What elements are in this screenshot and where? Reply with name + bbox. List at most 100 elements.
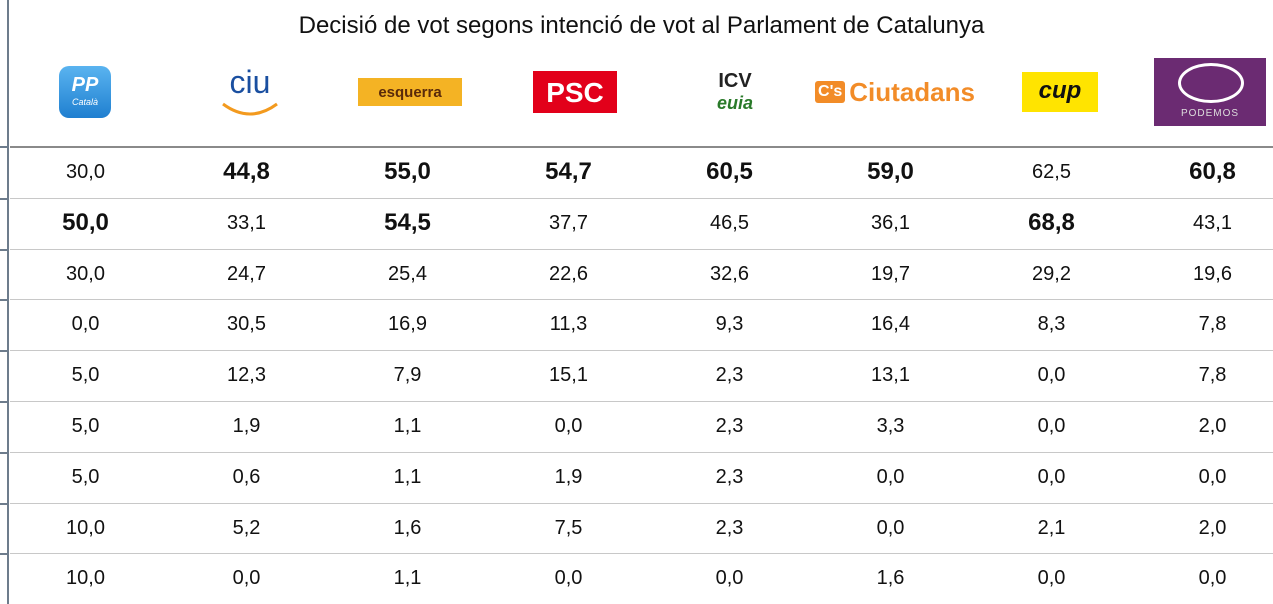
left-tick	[0, 248, 8, 251]
cell: 50,0	[62, 208, 109, 236]
logo-cs: C's Ciutadans	[800, 56, 990, 128]
cell: 0,0	[554, 567, 583, 590]
row-rule	[10, 299, 1273, 301]
cell: 9,3	[715, 313, 744, 336]
cell: 0,6	[232, 465, 261, 488]
cell: 54,5	[384, 208, 431, 236]
logo-ciu: ciu	[200, 56, 300, 128]
cell: 36,1	[871, 211, 910, 234]
cell: 7,8	[1198, 364, 1227, 387]
cell: 30,0	[66, 161, 105, 183]
cell: 16,4	[871, 313, 910, 336]
podemos-circle	[1178, 63, 1244, 103]
left-tick	[0, 197, 8, 200]
cell: 60,8	[1189, 158, 1236, 185]
cell: 1,6	[393, 516, 422, 539]
cell: 2,3	[715, 364, 744, 387]
cell: 1,1	[393, 415, 422, 437]
cell: 19,6	[1193, 262, 1232, 285]
left-tick	[0, 553, 8, 556]
cell: 37,7	[549, 211, 588, 234]
cell: 22,6	[549, 262, 588, 285]
left-tick	[0, 451, 8, 454]
cell: 54,7	[545, 158, 592, 185]
logo-pp: PP Català	[45, 56, 125, 128]
cell: 1,1	[393, 567, 422, 590]
cell: 43,1	[1193, 211, 1232, 234]
cell: 2,1	[1037, 516, 1066, 539]
cell: 25,4	[388, 262, 427, 285]
cell: 13,1	[871, 364, 910, 387]
cell: 5,0	[71, 364, 100, 387]
cell: 5,0	[71, 465, 100, 488]
esquerra-badge: esquerra	[358, 78, 462, 106]
cell: 0,0	[1037, 415, 1066, 437]
cell: 3,3	[876, 415, 905, 437]
cell: 2,0	[1198, 415, 1227, 437]
left-tick	[0, 401, 8, 403]
cell: 0,0	[876, 465, 905, 488]
row-rule	[10, 401, 1273, 402]
cell: 10,0	[66, 516, 105, 539]
cell: 55,0	[384, 158, 431, 185]
cell: 0,0	[1037, 364, 1066, 387]
cell: 44,8	[223, 158, 270, 185]
cell: 7,5	[554, 516, 583, 539]
left-border	[7, 0, 9, 604]
left-tick	[0, 146, 8, 148]
cell: 0,0	[1037, 567, 1066, 590]
pp-sub: Català	[71, 97, 98, 107]
cell: 30,5	[227, 313, 266, 336]
cell: 7,8	[1198, 313, 1227, 336]
cell: 60,5	[706, 158, 753, 185]
ciu-wrap: ciu	[205, 62, 295, 122]
podemos-badge: PODEMOS	[1154, 58, 1266, 126]
cell: 2,3	[715, 465, 744, 488]
cell: 1,9	[554, 465, 583, 488]
cell: 1,6	[876, 567, 905, 590]
logo-cup: cup	[1005, 56, 1115, 128]
cs-badge: C's	[815, 81, 846, 103]
cell: 15,1	[549, 364, 588, 387]
cell: 12,3	[227, 364, 266, 387]
row-rule	[10, 502, 1273, 504]
cell: 10,0	[66, 567, 105, 590]
title: Decisió de vot segons intenció de vot al…	[298, 12, 985, 39]
cell: 68,8	[1028, 208, 1075, 236]
cell: 0,0	[1198, 567, 1227, 590]
pp-text: PP	[71, 74, 99, 96]
logo-esquerra: esquerra	[350, 56, 470, 128]
row-rule	[10, 248, 1273, 250]
cell: 62,5	[1032, 161, 1071, 183]
psc-badge: PSC	[533, 71, 617, 113]
cell: 33,1	[227, 211, 266, 234]
euia-text: euia	[716, 93, 754, 113]
left-tick	[0, 299, 8, 302]
cell: 0,0	[715, 567, 744, 590]
cell: 0,0	[71, 313, 100, 336]
pp-badge: PP Català	[59, 66, 111, 118]
cell: 0,0	[876, 516, 905, 539]
cell: 0,0	[1037, 465, 1066, 488]
cell: 1,1	[393, 465, 422, 488]
cell: 32,6	[710, 262, 749, 285]
row-rule	[10, 553, 1273, 555]
podemos-text: PODEMOS	[1180, 108, 1240, 119]
header-rule	[10, 146, 1273, 148]
row-rule	[10, 350, 1273, 352]
cell: 30,0	[66, 262, 105, 285]
cell: 59,0	[867, 158, 914, 185]
cell: 29,2	[1032, 262, 1071, 285]
cup-badge: cup	[1022, 72, 1098, 112]
cell: 5,0	[71, 415, 100, 437]
row-rule	[10, 451, 1273, 453]
logo-icv: ICV euia	[670, 56, 800, 128]
ciu-text: ciu	[229, 64, 271, 100]
cell: 2,0	[1198, 516, 1227, 539]
logo-podemos: PODEMOS	[1150, 56, 1270, 128]
cell: 0,0	[232, 567, 261, 590]
cell: 5,2	[232, 516, 261, 539]
cell: 2,3	[715, 415, 744, 437]
cell: 19,7	[871, 262, 910, 285]
